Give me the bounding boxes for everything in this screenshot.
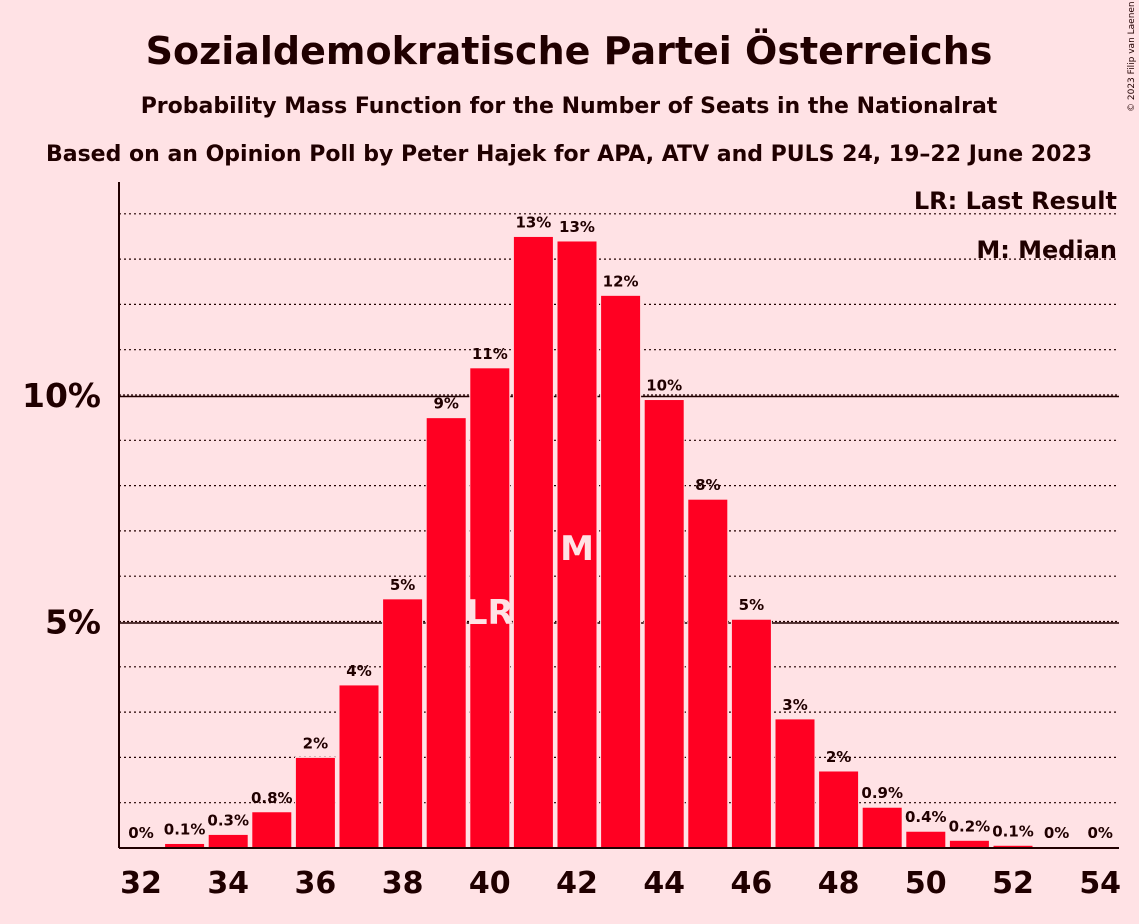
bar-43 [600,294,642,849]
data-label-45: 8% [695,476,720,494]
x-tick-label-32: 32 [120,866,162,901]
data-label-38: 5% [390,576,415,594]
bar-48 [818,770,860,849]
bar-37 [338,684,380,849]
data-label-35: 0.8% [251,789,293,807]
data-label-32: 0% [128,824,153,842]
x-tick-label-42: 42 [556,866,598,901]
data-label-51: 0.2% [949,817,991,835]
chart-subtitle: Probability Mass Function for the Number… [141,94,998,119]
axes: 5% 10% 32 34 36 38 40 42 44 46 48 50 52 54 [22,182,1121,901]
data-label-41: 13% [515,213,551,231]
data-label-48: 2% [826,748,851,766]
bar-45 [687,498,729,849]
chart-subtitle-2: Based on an Opinion Poll by Peter Hajek … [46,142,1092,167]
bar-36 [294,756,336,849]
median-marker: M [560,529,594,569]
data-label-49: 0.9% [861,784,903,802]
data-label-52: 0.1% [992,822,1034,840]
data-label-47: 3% [782,696,807,714]
bar-34 [207,833,249,849]
markers: LR M [466,529,594,633]
data-label-54: 0% [1087,824,1112,842]
x-tick-label-50: 50 [905,866,947,901]
x-tick-label-40: 40 [469,866,511,901]
bars [164,235,1034,849]
bar-47 [774,718,816,849]
bar-44 [643,399,685,849]
legend: LR: Last Result M: Median [914,187,1117,264]
data-label-39: 9% [433,395,458,413]
x-tick-label-44: 44 [643,866,685,901]
bar-49 [861,806,903,849]
bar-40 [469,367,511,849]
data-label-40: 11% [472,345,508,363]
data-label-42: 13% [559,218,595,236]
legend-entry: M: Median [976,236,1117,264]
x-tick-label-36: 36 [295,866,337,901]
bar-42 [556,240,598,849]
copyright-note: © 2023 Filip van Laenen [1127,1,1137,112]
data-label-43: 12% [603,272,639,290]
bar-35 [251,811,293,849]
data-label-37: 4% [346,662,371,680]
chart-title: Sozialdemokratische Partei Österreichs [146,29,993,73]
data-label-36: 2% [303,734,328,752]
data-label-50: 0.4% [905,808,947,826]
x-tick-label-52: 52 [992,866,1034,901]
data-labels: 0% 0.1%0.3%0.8%2%4%5%9%11%13% 13%12%10%8%5… [128,213,1113,842]
bar-39 [425,417,467,849]
data-label-53: 0% [1044,824,1069,842]
bar-38 [382,598,424,849]
y-tick-label: 10% [22,376,101,415]
y-tick-label: 5% [45,603,101,642]
data-label-34: 0.3% [207,811,249,829]
bar-50 [905,830,947,849]
x-tick-label-46: 46 [731,866,773,901]
x-tick-label-38: 38 [382,866,424,901]
bar-46 [730,618,772,849]
data-label-33: 0.1% [164,820,206,838]
x-tick-label-48: 48 [818,866,860,901]
x-tick-label-34: 34 [207,866,249,901]
legend-entry: LR: Last Result [914,187,1117,215]
x-tick-label-54: 54 [1079,866,1121,901]
data-label-46: 5% [739,596,764,614]
last-result-marker: LR [466,593,514,633]
bar-41 [512,235,554,849]
data-label-44: 10% [646,377,682,395]
bar-51 [948,839,990,849]
